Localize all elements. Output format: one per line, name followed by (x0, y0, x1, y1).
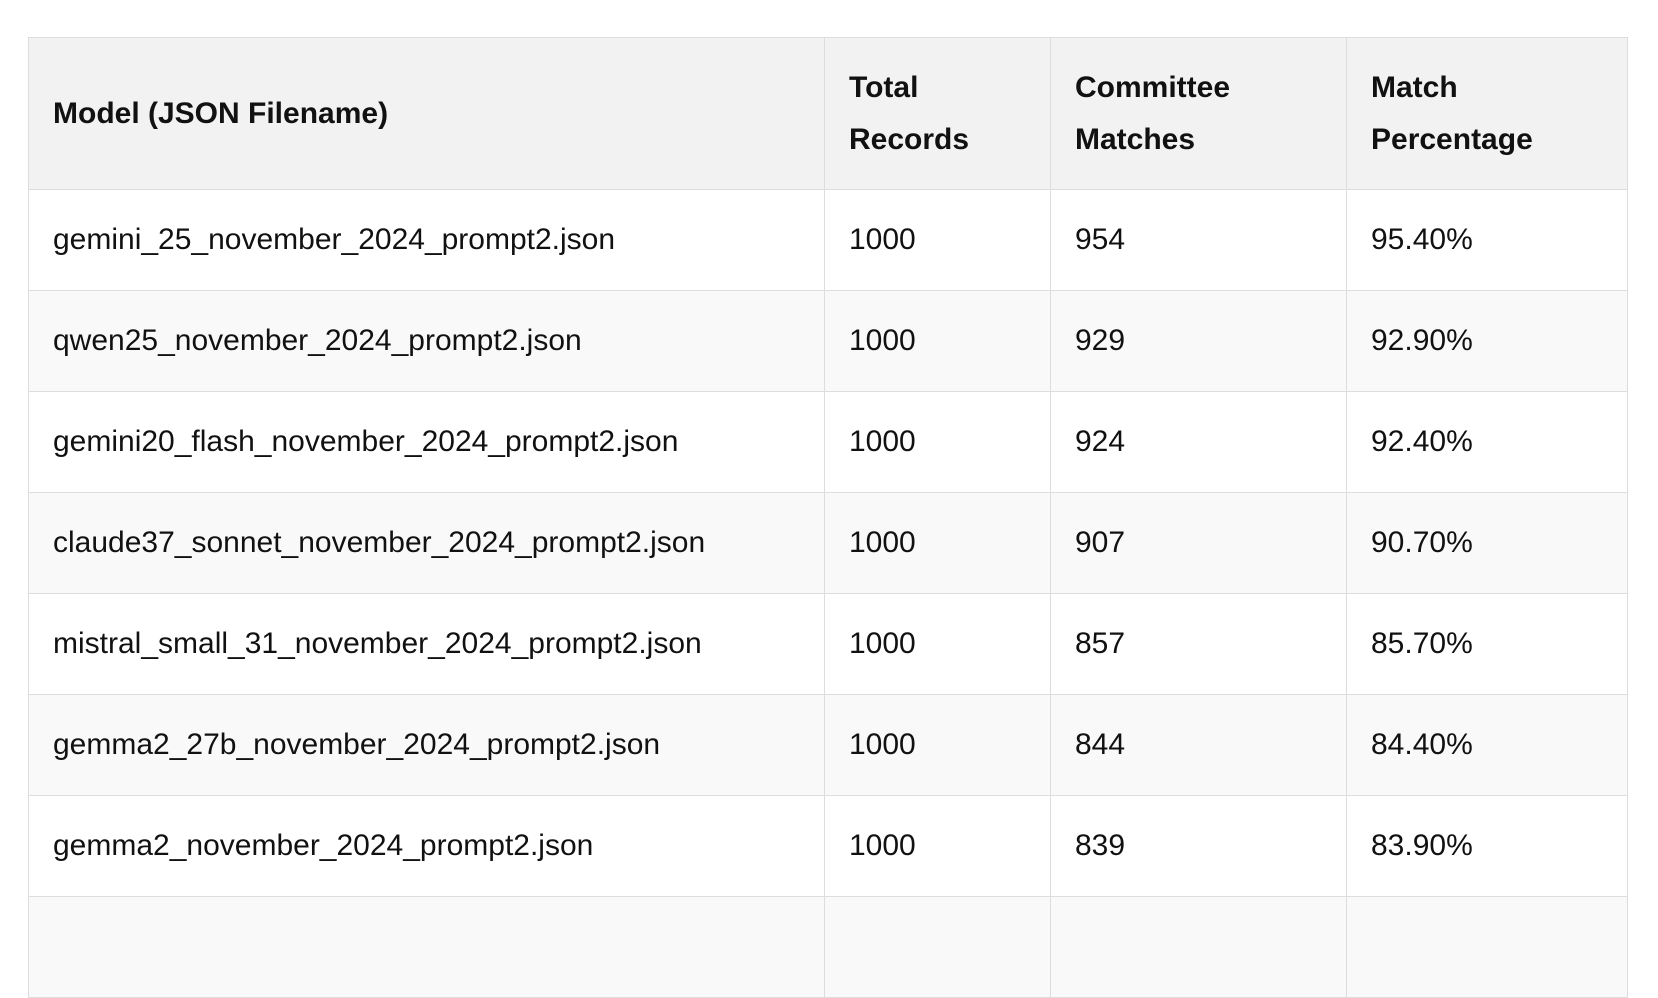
cell-model: gemma2_november_2024_prompt2.json (28, 795, 825, 897)
cell-match-percentage: 92.40% (1346, 391, 1628, 493)
cell-model: gemma2_27b_november_2024_prompt2.json (28, 694, 825, 796)
cell-committee-matches: 954 (1050, 189, 1347, 291)
cell-committee-matches: 839 (1050, 795, 1347, 897)
header-match-percentage: Match Percentage (1346, 37, 1628, 190)
cell-match-percentage: 92.90% (1346, 290, 1628, 392)
cell-total-records: 1000 (824, 391, 1051, 493)
table-row: claude37_sonnet_november_2024_prompt2.js… (28, 492, 1628, 594)
results-table-container: Model (JSON Filename) Total Records Comm… (28, 37, 1628, 998)
cell-committee-matches: 907 (1050, 492, 1347, 594)
cell-match-percentage: 95.40% (1346, 189, 1628, 291)
cell-committee-matches: 929 (1050, 290, 1347, 392)
cell-total-records (824, 896, 1051, 998)
cell-total-records: 1000 (824, 795, 1051, 897)
cell-model: qwen25_november_2024_prompt2.json (28, 290, 825, 392)
cell-committee-matches: 924 (1050, 391, 1347, 493)
table-row: gemini_25_november_2024_prompt2.json 100… (28, 189, 1628, 291)
results-table: Model (JSON Filename) Total Records Comm… (28, 37, 1628, 998)
cell-model: gemini20_flash_november_2024_prompt2.jso… (28, 391, 825, 493)
table-row: gemma2_27b_november_2024_prompt2.json 10… (28, 694, 1628, 796)
table-row: gemini20_flash_november_2024_prompt2.jso… (28, 391, 1628, 493)
table-row-partial (28, 896, 1628, 998)
cell-committee-matches: 857 (1050, 593, 1347, 695)
cell-model (28, 896, 825, 998)
cell-match-percentage: 83.90% (1346, 795, 1628, 897)
cell-model: mistral_small_31_november_2024_prompt2.j… (28, 593, 825, 695)
cell-match-percentage: 90.70% (1346, 492, 1628, 594)
header-total-records: Total Records (824, 37, 1051, 190)
cell-model: claude37_sonnet_november_2024_prompt2.js… (28, 492, 825, 594)
cell-total-records: 1000 (824, 290, 1051, 392)
cell-committee-matches: 844 (1050, 694, 1347, 796)
cell-committee-matches (1050, 896, 1347, 998)
cell-match-percentage: 84.40% (1346, 694, 1628, 796)
cell-total-records: 1000 (824, 492, 1051, 594)
cell-total-records: 1000 (824, 189, 1051, 291)
header-committee-matches: Committee Matches (1050, 37, 1347, 190)
cell-match-percentage: 85.70% (1346, 593, 1628, 695)
table-header-row: Model (JSON Filename) Total Records Comm… (28, 37, 1628, 190)
table-row: qwen25_november_2024_prompt2.json 1000 9… (28, 290, 1628, 392)
table-row: mistral_small_31_november_2024_prompt2.j… (28, 593, 1628, 695)
table-row: gemma2_november_2024_prompt2.json 1000 8… (28, 795, 1628, 897)
header-model: Model (JSON Filename) (28, 37, 825, 190)
cell-total-records: 1000 (824, 593, 1051, 695)
cell-match-percentage (1346, 896, 1628, 998)
cell-model: gemini_25_november_2024_prompt2.json (28, 189, 825, 291)
cell-total-records: 1000 (824, 694, 1051, 796)
